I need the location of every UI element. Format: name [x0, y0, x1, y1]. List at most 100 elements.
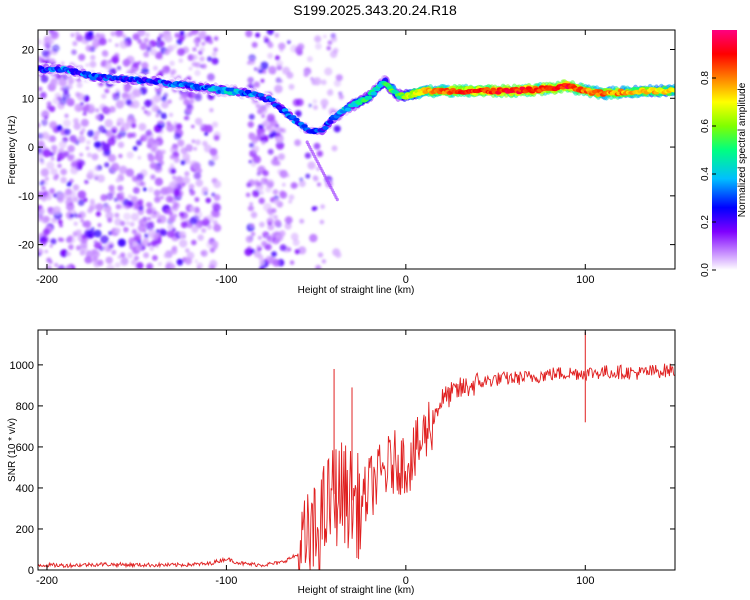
noise-blob	[184, 171, 190, 177]
noise-blob	[106, 192, 114, 201]
noise-blob	[174, 32, 180, 38]
noise-blob	[130, 132, 137, 138]
noise-blob	[252, 145, 260, 153]
noise-blob	[105, 256, 113, 264]
noise-blob	[133, 89, 142, 98]
noise-blob	[146, 202, 152, 208]
noise-blob	[41, 186, 46, 191]
noise-blob	[312, 99, 318, 104]
noise-blob	[44, 115, 49, 120]
noise-blob	[85, 63, 89, 67]
noise-blob	[179, 95, 184, 101]
noise-blob	[177, 139, 185, 147]
spectrogram-x-axis: -200 -100 0 100	[36, 30, 594, 286]
noise-blob	[63, 128, 71, 136]
noise-blob	[213, 180, 222, 189]
noise-blob	[213, 135, 220, 141]
noise-blob	[112, 92, 118, 98]
noise-blob	[201, 41, 206, 46]
noise-blob	[130, 259, 137, 266]
noise-blob	[254, 179, 260, 184]
noise-blob	[267, 127, 274, 133]
noise-blob	[138, 205, 144, 211]
noise-blob	[141, 61, 149, 70]
noise-blob	[100, 235, 109, 244]
noise-blob	[137, 38, 143, 44]
noise-blob	[205, 197, 212, 204]
noise-blob	[94, 141, 102, 149]
noise-blob	[267, 148, 274, 155]
noise-blob	[194, 196, 200, 202]
noise-blob	[154, 177, 164, 186]
noise-blob	[122, 34, 127, 39]
noise-blob	[72, 196, 79, 203]
noise-blob	[137, 199, 144, 205]
noise-blob	[157, 36, 162, 41]
noise-blob	[274, 84, 283, 94]
noise-blob	[139, 218, 148, 227]
noise-blob	[276, 136, 284, 144]
noise-blob	[41, 49, 50, 58]
noise-blob	[313, 105, 318, 110]
noise-blob	[201, 218, 210, 227]
noise-blob	[254, 67, 258, 71]
noise-blob	[56, 124, 63, 132]
noise-blob	[141, 239, 149, 247]
noise-blob	[206, 56, 213, 62]
noise-blob	[92, 250, 100, 258]
noise-blob	[157, 214, 167, 224]
noise-blob	[118, 153, 123, 159]
noise-blob	[95, 211, 101, 217]
noise-blob	[145, 129, 152, 137]
noise-blob	[57, 163, 62, 168]
noise-blob	[49, 135, 57, 143]
noise-blob	[310, 77, 314, 81]
noise-blob	[115, 88, 121, 94]
y-tick-label: 0	[28, 142, 34, 154]
noise-blob	[101, 93, 107, 99]
noise-blob	[120, 257, 129, 267]
noise-blob	[273, 239, 279, 245]
noise-blob	[194, 93, 202, 102]
noise-blob	[151, 143, 158, 150]
noise-blob	[259, 221, 265, 228]
noise-blob	[144, 233, 149, 238]
y-tick-label: 0	[28, 565, 34, 577]
noise-blob	[83, 197, 88, 203]
noise-blob	[259, 259, 265, 266]
noise-blob	[308, 103, 313, 108]
noise-blob	[42, 149, 51, 158]
ridge-cell	[322, 125, 329, 130]
colorbar-ticks: 0.0 0.2 0.4 0.6 0.8	[700, 71, 716, 277]
noise-blob	[61, 249, 68, 256]
noise-blob	[46, 101, 52, 107]
noise-blob	[82, 221, 89, 228]
noise-blob	[158, 151, 164, 157]
noise-blob	[125, 168, 135, 177]
noise-blob	[282, 66, 291, 75]
noise-blob	[191, 139, 196, 144]
noise-blob	[70, 161, 78, 169]
noise-blob	[77, 190, 87, 199]
noise-blob	[261, 114, 265, 118]
colorbar-tick-label: 0.8	[700, 71, 711, 85]
noise-blob	[166, 230, 175, 238]
noise-blob	[317, 252, 324, 258]
noise-blob	[167, 99, 172, 104]
noise-blob	[64, 113, 69, 119]
noise-blob	[284, 216, 293, 225]
noise-blob	[189, 206, 196, 212]
noise-blob	[50, 30, 59, 40]
noise-blob	[126, 252, 134, 259]
spectrogram-x-label: Height of straight line (km)	[298, 285, 415, 296]
noise-blob	[149, 48, 157, 56]
noise-blob	[65, 188, 72, 196]
noise-blob	[279, 190, 286, 197]
noise-blob	[290, 182, 298, 189]
noise-blob	[145, 221, 155, 231]
noise-blob	[324, 67, 333, 76]
noise-blob	[165, 195, 173, 203]
noise-blob	[304, 152, 311, 159]
noise-blob	[113, 197, 119, 202]
